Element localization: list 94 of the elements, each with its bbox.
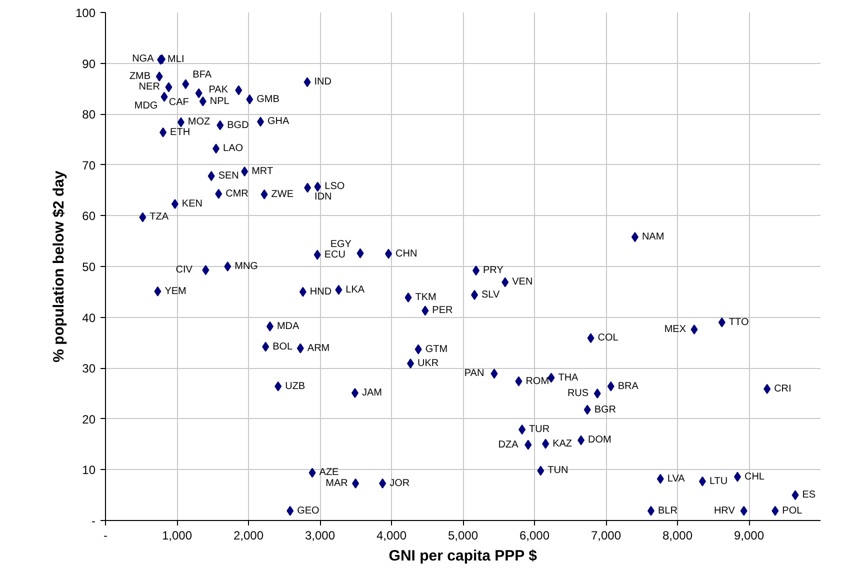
annotation: MEX [664,324,686,335]
x-tick-label: 9,000 [734,528,764,542]
annotation: VEN [512,276,533,288]
x-tick-label: 4,000 [376,528,407,542]
annotation: BFA [192,70,212,81]
annotation: ARM [307,342,330,354]
annotation: GTM [425,344,448,355]
annotation: BRA [618,380,639,392]
annotation: IDN [314,191,332,202]
annotation: IND [314,76,332,88]
x-tick-label: 1,000 [162,528,192,542]
annotation: CHN [395,248,418,260]
annotation: PRY [483,265,504,276]
y-tick-label: 50 [82,260,96,274]
annotation: COL [598,332,619,344]
annotation: CIV [176,264,193,276]
x-tick-label: 3,000 [304,528,336,542]
x-tick-label: - [104,528,108,542]
annotation: MLI [168,54,184,66]
y-axis-title: % population below $2 day [50,170,68,362]
annotation: KAZ [552,438,572,450]
y-tick-label: - [92,514,96,528]
annotation: MOZ [188,116,210,128]
annotation: HND [310,286,332,298]
annotation: POL [782,505,803,516]
annotation: TKM [415,292,436,303]
annotation: PAK [208,84,228,96]
annotation: HRV [714,505,736,516]
annotation: UZB [285,380,306,392]
annotation: JAM [362,387,382,398]
annotation: JOR [390,478,410,489]
annotation: CHL [744,471,765,482]
annotation: CRI [774,383,792,394]
annotation: SEN [218,170,239,182]
annotation: GMB [256,94,280,105]
y-tick-label: 80 [82,108,96,122]
annotation: MDG [134,100,158,112]
x-tick-label: 2,000 [233,528,264,542]
y-tick-label: 20 [82,412,96,426]
annotation: NAM [642,232,664,243]
annotation: BGR [594,404,616,416]
y-tick-label: 70 [82,158,96,172]
annotation: RUS [567,388,589,399]
annotation: PER [432,305,453,316]
annotation: ROM [526,376,550,387]
annotation: LKA [346,284,365,296]
annotation: ZWE [271,188,294,200]
annotation: TUR [529,424,550,436]
annotation: MNG [234,261,258,272]
annotation: NPL [210,96,230,107]
annotation: DOM [588,434,612,446]
annotation: LVA [667,473,686,484]
x-tick-label: 7,000 [590,528,622,542]
annotation: DZA [498,439,519,450]
annotation: BLR [658,505,678,516]
annotation: EGY [330,238,352,250]
annotation: LTU [709,476,728,487]
annotation: TZA [150,212,169,223]
annotation: MAR [326,478,348,489]
annotation: CAF [168,96,189,108]
annotation: TTO [728,316,749,328]
annotation: KEN [182,198,202,210]
y-tick-label: 100 [75,6,96,20]
annotation: GHA [268,116,290,128]
annotation: TUN [548,465,568,476]
x-tick-label: 5,000 [448,528,478,542]
annotation: BOL [272,341,294,352]
y-tick-label: 10 [82,463,96,478]
annotation: BGD [227,120,249,131]
annotation: ES [802,490,816,501]
x-tick-label: 6,000 [519,528,550,542]
annotation: CMR [226,188,248,200]
annotation: NER [138,82,160,93]
annotation: PAN [464,368,484,380]
annotation: THA [558,372,579,384]
annotation: ZMB [129,71,151,82]
annotation: GEO [297,505,320,516]
y-tick-label: 30 [82,362,96,376]
annotation: ETH [170,126,190,138]
annotation: UKR [418,358,439,370]
annotation: SLV [482,289,500,300]
y-tick-label: 40 [82,310,96,325]
annotation: AZE [319,467,340,478]
annotation: MRT [252,166,274,178]
annotation: NGA [132,54,154,65]
x-tick-label: 8,000 [662,528,693,542]
annotation: MDA [276,320,300,332]
annotation: YEM [164,286,186,297]
x-axis-title: GNI per capita PPP $ [388,548,538,564]
y-tick-label: 60 [82,209,96,224]
annotation: ECU [324,249,346,260]
annotation: LAO [223,143,244,154]
annotation: LSO [324,181,345,192]
y-tick-label: 90 [82,56,96,71]
